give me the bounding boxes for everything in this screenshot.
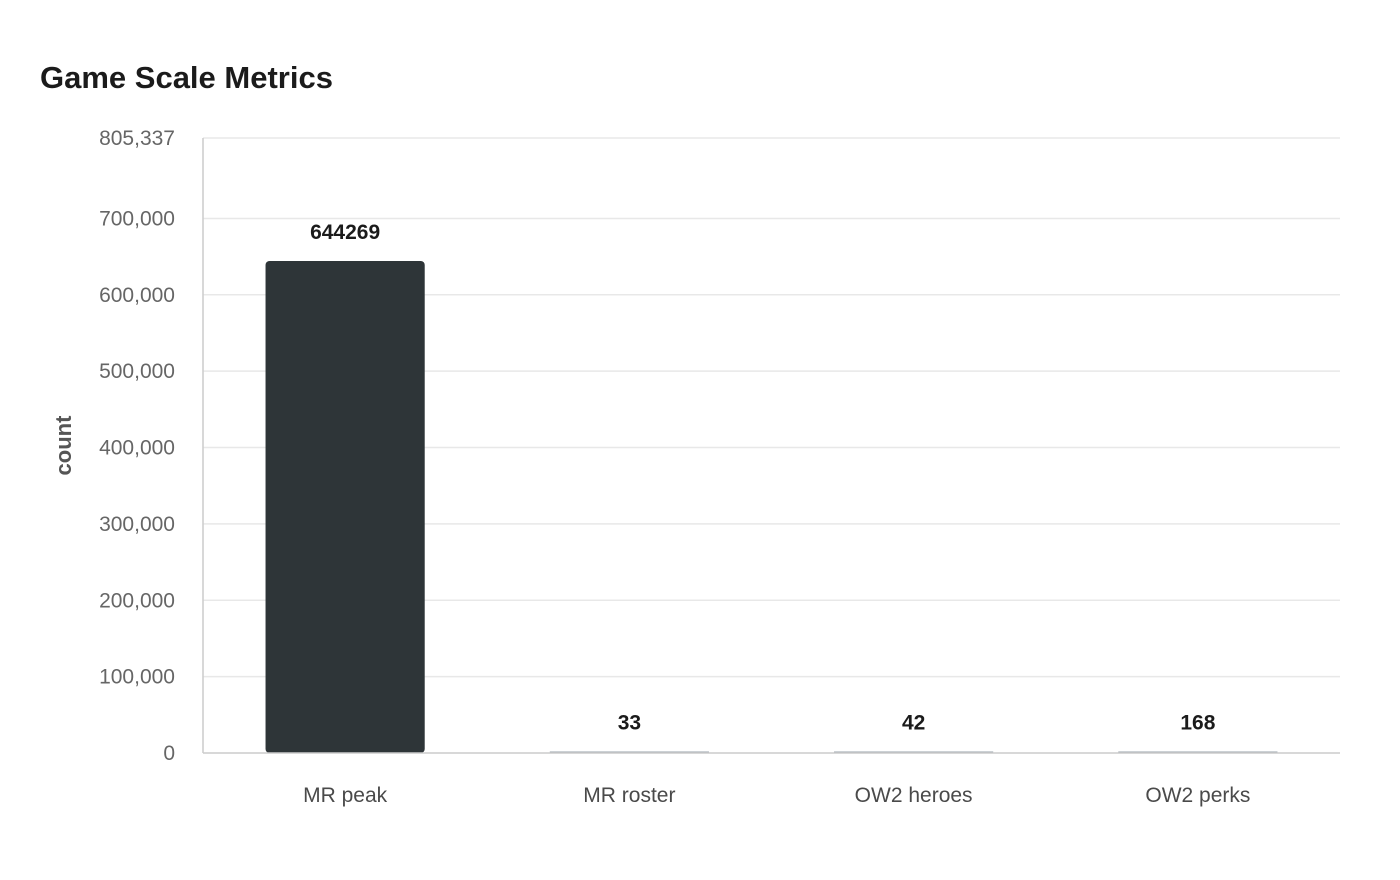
y-tick-label: 500,000 xyxy=(99,360,175,383)
y-tick-label: 700,000 xyxy=(99,207,175,230)
y-tick-label: 100,000 xyxy=(99,666,175,689)
bar-mr-peak xyxy=(265,261,425,753)
data-label: 33 xyxy=(618,712,641,735)
data-label: 644269 xyxy=(310,221,380,244)
x-tick-label: OW2 perks xyxy=(1145,784,1250,807)
y-tick-label: 300,000 xyxy=(99,513,175,536)
y-tick-label: 600,000 xyxy=(99,284,175,307)
y-tick-label: 0 xyxy=(163,742,175,765)
y-tick-label: 200,000 xyxy=(99,589,175,612)
chart-title: Game Scale Metrics xyxy=(40,60,333,95)
y-tick-label: 805,337 xyxy=(99,127,175,150)
data-labels: 644269 33 42 168 xyxy=(310,221,1216,734)
data-label: 168 xyxy=(1180,712,1215,735)
x-axis-ticks: MR peak MR roster OW2 heroes OW2 perks xyxy=(303,784,1250,807)
bars xyxy=(265,261,1278,753)
x-tick-label: MR peak xyxy=(303,784,388,807)
x-tick-label: MR roster xyxy=(583,784,675,807)
y-axis-ticks: 0 100,000 200,000 300,000 400,000 500,000 600,… xyxy=(99,127,175,765)
x-tick-label: OW2 heroes xyxy=(855,784,973,807)
data-label: 42 xyxy=(902,712,925,735)
y-tick-label: 400,000 xyxy=(99,437,175,460)
y-axis-title: count xyxy=(51,415,76,476)
